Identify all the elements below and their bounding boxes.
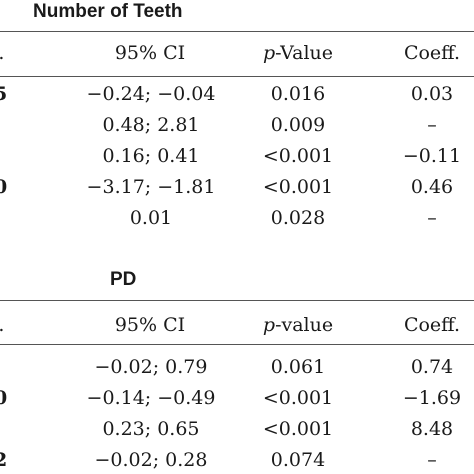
table-cell-ci: −0.02; 0.28	[94, 449, 208, 471]
table-cell-coeff: –	[427, 114, 437, 136]
table2-row-edge: 2	[0, 449, 8, 471]
table2-header-p: p-value	[262, 314, 334, 336]
table-cell-ci: −0.02; 0.79	[94, 356, 208, 378]
table2-header-coeff: Coeff.	[403, 314, 461, 336]
table-cell-coeff: −1.69	[402, 387, 462, 409]
table-cell-coeff: –	[427, 449, 437, 471]
table-cell-ci: 0.01	[129, 207, 173, 229]
table1-row-edge: 0	[0, 176, 8, 198]
table-cell-coeff: −0.11	[402, 145, 462, 167]
table-cell-coeff: 0.46	[410, 176, 454, 198]
table-cell-p: 0.061	[270, 356, 326, 378]
table1-header-ci: 95% CI	[114, 42, 186, 64]
table2-header-ci: 95% CI	[114, 314, 186, 336]
table2-row-edge: 0	[0, 387, 8, 409]
table-cell-p: 0.074	[270, 449, 326, 471]
table-cell-p: <0.001	[262, 418, 334, 440]
table1-top-rule	[0, 31, 474, 32]
table-cell-p: <0.001	[262, 176, 334, 198]
table1-header-edge: /.	[0, 42, 4, 64]
table1-header-coeff: Coeff.	[403, 42, 461, 64]
table-cell-ci: −3.17; −1.81	[86, 176, 216, 198]
table-cell-coeff: 0.03	[410, 83, 454, 105]
table-cell-p: 0.028	[270, 207, 326, 229]
table-cell-p: <0.001	[262, 387, 334, 409]
table-cell-ci: −0.14; −0.49	[86, 387, 216, 409]
table1-header-rule	[0, 76, 474, 77]
table-cell-p: <0.001	[262, 145, 334, 167]
table-cell-coeff: 8.48	[410, 418, 454, 440]
table-cell-p: 0.016	[270, 83, 326, 105]
table2-header-edge: /.	[0, 314, 4, 336]
table-cell-ci: 0.16; 0.41	[102, 145, 200, 167]
table-cell-ci: 0.23; 0.65	[102, 418, 200, 440]
table2-title: PD	[110, 269, 137, 290]
table1-row-edge: 5	[0, 83, 8, 105]
table-cell-coeff: –	[427, 207, 437, 229]
table1-title: Number of Teeth	[33, 1, 183, 22]
table2-header-rule	[0, 344, 474, 345]
table-cell-ci: 0.48; 2.81	[102, 114, 200, 136]
table2-top-rule	[0, 300, 474, 301]
table-cell-ci: −0.24; −0.04	[86, 83, 216, 105]
table-cell-p: 0.009	[270, 114, 326, 136]
table-cell-coeff: 0.74	[410, 356, 454, 378]
table1-header-p: p-Value	[262, 42, 334, 64]
